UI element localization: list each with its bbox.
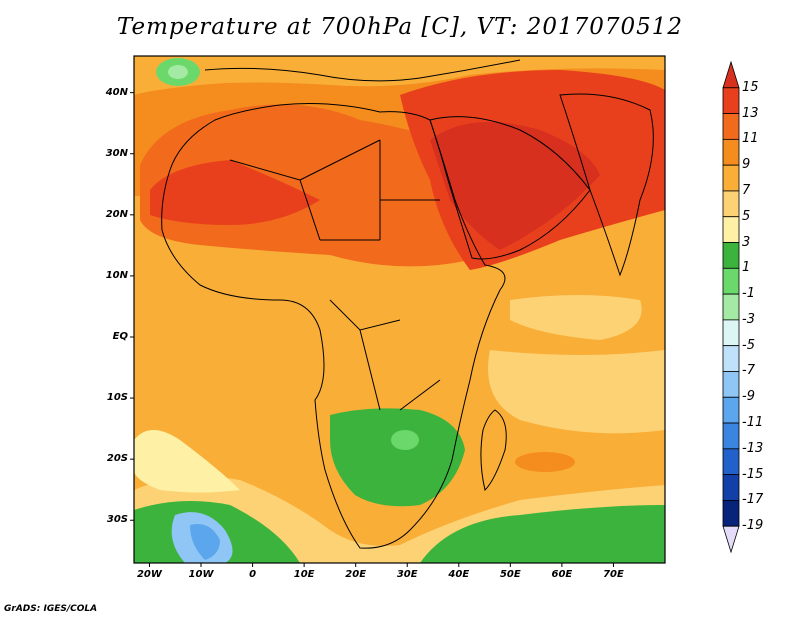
colorbar-swatch [722,242,740,269]
colorbar-swatch [722,345,740,372]
colorbar-label: 11 [742,131,759,147]
colorbar-swatch [722,138,740,166]
colorbar-swatch [722,60,740,89]
y-tick-label: 40N [105,86,128,98]
y-tick-label: 30N [105,147,128,159]
y-tick-label: 20N [105,208,128,220]
x-tick-label: 40E [448,569,470,580]
x-tick-label: 10E [293,569,315,580]
colorbar-swatch [722,113,740,140]
colorbar-label: 13 [742,105,759,121]
colorbar-swatch [722,396,740,424]
colorbar-swatch [722,87,740,114]
plot-frame [133,55,666,564]
colorbar-swatch [722,525,740,554]
colorbar-swatch [722,371,740,398]
colorbar-label: 9 [742,157,751,173]
colorbar-label: 3 [742,234,751,250]
credit-text: GrADS: IGES/COLA [4,604,98,614]
x-tick-label: 20E [345,569,367,580]
colorbar-label: -11 [742,415,764,431]
colorbar-swatch [722,267,740,295]
colorbar-swatch [722,500,740,527]
colorbar-label: 5 [742,208,751,224]
colorbar-label: 7 [742,182,751,198]
x-tick-label: 60E [551,569,573,580]
colorbar-swatch [722,164,740,192]
colorbar-label: -7 [742,363,755,379]
map-title: Temperature at 700hPa [C], VT: 201707051… [116,14,684,40]
temperature-field [134,56,665,563]
colorbar [722,60,740,554]
x-tick-label: 30E [396,569,418,580]
y-tick-label: 10N [105,269,128,281]
colorbar-swatch [722,216,740,243]
x-tick-label: 50E [499,569,521,580]
coastlines [161,59,654,549]
colorbar-swatch [722,293,740,321]
x-tick-label: 70E [603,569,624,580]
colorbar-swatch [722,319,740,347]
colorbar-label: 1 [742,260,751,276]
y-tick-label: 30S [106,514,128,526]
colorbar-swatch [722,190,740,218]
x-tick-label: 20W [136,569,162,580]
colorbar-label: -17 [742,492,764,508]
colorbar-swatch [722,448,740,476]
colorbar-label: -3 [742,311,755,327]
colorbar-label: -1 [742,286,755,302]
y-tick-label: 20S [106,453,128,465]
colorbar-label: -9 [742,389,755,405]
colorbar-label: -13 [742,440,764,456]
colorbar-label: -15 [742,466,764,482]
y-tick-label: EQ [112,330,128,342]
colorbar-label: 15 [742,79,759,95]
colorbar-swatch [722,474,740,501]
colorbar-label: -19 [742,518,764,534]
colorbar-swatch [722,422,740,450]
x-tick-label: 0 [249,569,257,580]
y-tick-label: 10S [106,392,128,404]
colorbar-label: -5 [742,337,755,353]
x-tick-label: 10W [188,569,214,580]
